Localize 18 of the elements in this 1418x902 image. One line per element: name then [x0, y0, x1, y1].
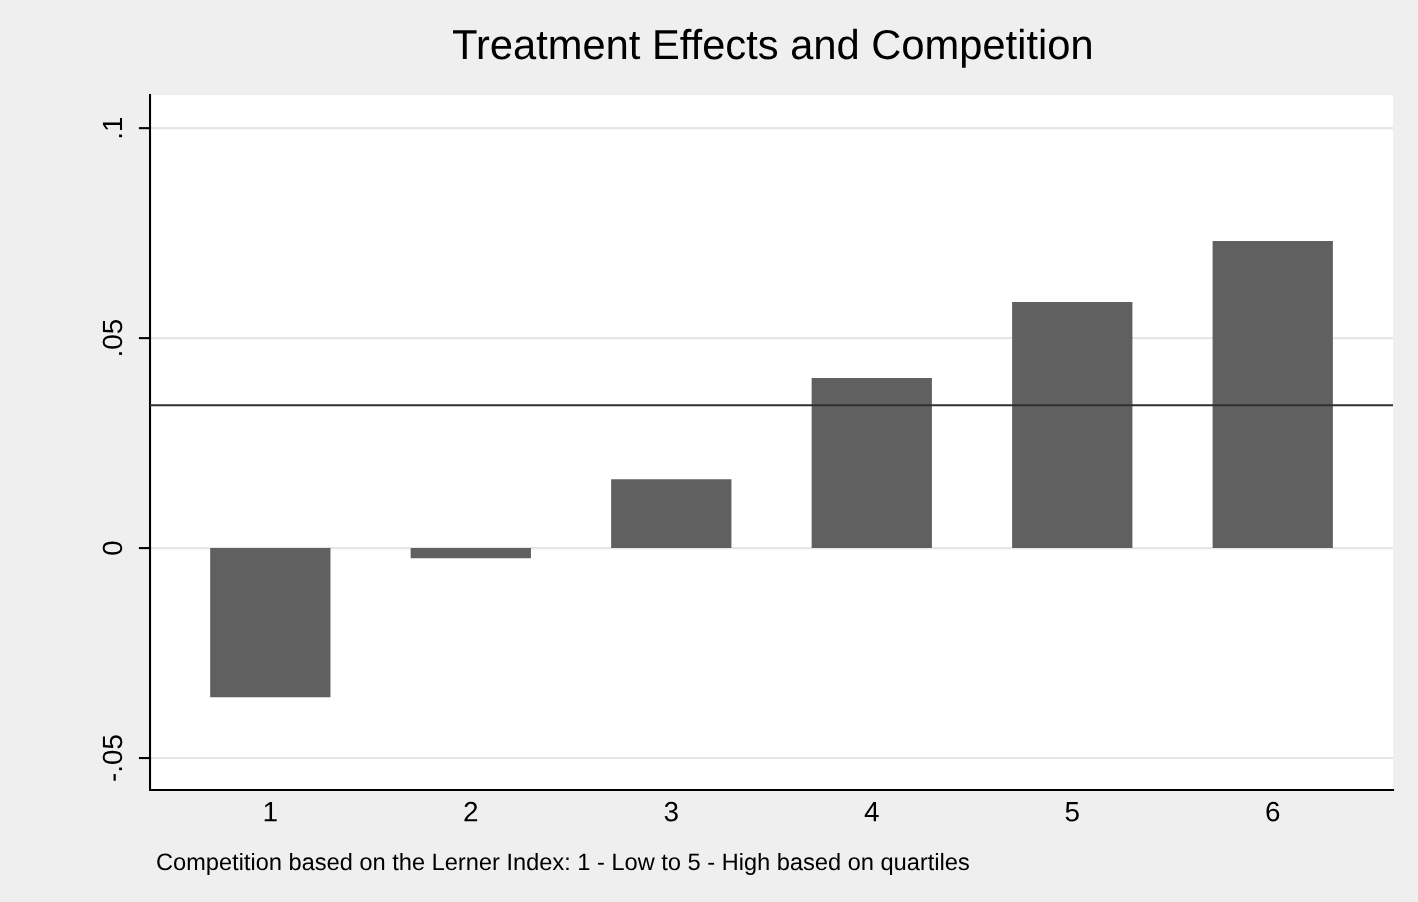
x-tick-label: 4: [864, 802, 879, 822]
y-tick-label: .1: [102, 117, 123, 138]
bar: [1012, 302, 1133, 549]
text: Competition based on the Lerner Index: 1 - Low to 5 - High based on quartiles: [157, 852, 969, 875]
bar: [1212, 241, 1333, 549]
y-tick-label: -.05: [102, 735, 123, 781]
bar: [210, 548, 331, 698]
x-tick-label: 1: [264, 802, 277, 822]
x-tick-label: 6: [1266, 801, 1280, 822]
x-tick-label: 2: [464, 801, 478, 822]
x-tick-label: 5: [1065, 802, 1079, 822]
bar: [611, 479, 732, 549]
bar: [811, 378, 932, 549]
x-tick-label: 3: [664, 801, 678, 822]
chart-title: Treatment Effects and Competition: [453, 28, 1091, 68]
y-tick-label: 0: [102, 541, 123, 555]
bar: [410, 548, 531, 559]
y-tick-label: .05: [102, 319, 123, 355]
